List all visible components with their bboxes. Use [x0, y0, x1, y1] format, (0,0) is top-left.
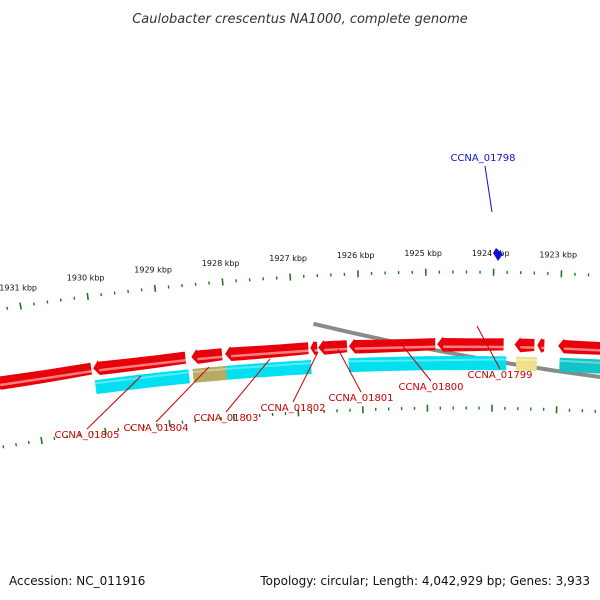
- gene-label[interactable]: CCNA_01805: [54, 430, 119, 441]
- major-tick: [153, 284, 157, 292]
- tick-label: 1926 kbp: [337, 251, 375, 260]
- tick-label: 1925 kbp: [404, 249, 442, 258]
- forward-gene-shade: [563, 347, 600, 352]
- forward-gene-shade: [0, 369, 92, 387]
- gene-track: [0, 248, 600, 395]
- reverse-feature: [226, 360, 312, 380]
- forward-gene-shade: [99, 359, 186, 372]
- forward-gene-shade: [324, 347, 348, 352]
- reverse-feature-shade: [348, 358, 507, 363]
- major-tick: [232, 413, 236, 421]
- tick-label: 1927 kbp: [269, 254, 307, 263]
- reverse-feature-shade: [559, 359, 600, 364]
- minor-tick: [2, 445, 5, 449]
- gene-label[interactable]: CCNA_01799: [467, 370, 532, 381]
- genome-stats-text: Topology: circular; Length: 4,042,929 bp…: [260, 574, 590, 588]
- reverse-feature: [94, 369, 190, 395]
- gene-label[interactable]: CCNA_01802: [260, 403, 325, 414]
- reverse-feature: [559, 357, 600, 374]
- reverse-feature: [192, 365, 228, 383]
- callout-line: [86, 375, 142, 430]
- forward-gene: [310, 340, 318, 356]
- tick-label: 1930 kbp: [67, 274, 105, 283]
- forward-gene: [348, 338, 436, 354]
- tick-label: 1924 kbp: [472, 249, 510, 258]
- callout-line: [484, 165, 493, 213]
- forward-gene: [514, 337, 535, 353]
- reverse-feature: [348, 356, 507, 373]
- forward-gene-shade: [230, 349, 309, 358]
- callout-line: [155, 366, 210, 423]
- forward-gene: [558, 338, 600, 355]
- forward-gene: [437, 336, 504, 352]
- map-title: Caulobacter crescentus NA1000, complete …: [132, 12, 468, 27]
- tick-label: 1923 kbp: [539, 251, 577, 260]
- tick-label: 1929 kbp: [134, 265, 172, 274]
- tick-label: 1928 kbp: [202, 259, 240, 268]
- callout-line: [476, 325, 501, 370]
- gene-label[interactable]: CCNA_01804: [123, 423, 188, 434]
- callout-line: [397, 339, 432, 382]
- major-tick: [19, 302, 22, 310]
- reverse-feature-shade: [226, 362, 312, 370]
- gene-label[interactable]: CCNA_01800: [398, 382, 463, 393]
- forward-gene: [537, 337, 545, 353]
- gene-label[interactable]: CCNA_01803: [193, 413, 258, 424]
- reverse-feature-shade: [192, 367, 227, 373]
- major-tick: [221, 278, 224, 286]
- major-tick: [168, 420, 171, 428]
- outer-scale-ring: [6, 268, 590, 310]
- forward-gene-shade: [354, 345, 436, 350]
- highlighted-gene-marker: [493, 248, 503, 261]
- forward-gene: [0, 362, 92, 390]
- gene-label[interactable]: CCNA_01798: [450, 153, 515, 164]
- tick-label: 1931 kbp: [0, 283, 37, 292]
- gene-callouts: CCNA_01805 CCNA_01804 CCNA_01803CCNA_01802…: [54, 153, 532, 441]
- major-tick: [86, 292, 89, 301]
- major-tick: [40, 436, 43, 445]
- major-tick: [104, 427, 107, 435]
- callout-line: [225, 358, 271, 413]
- inner-scale-ring: [2, 404, 597, 449]
- forward-gene-shade: [197, 355, 223, 361]
- callout-line: [292, 351, 319, 403]
- reverse-feature: [515, 356, 537, 372]
- reverse-feature-shade: [95, 371, 189, 385]
- scale-tick-labels: 1931 kbp 1930 kbp 1929 kbp 1928 kbp 1927 kbp…: [0, 249, 577, 292]
- gene-label[interactable]: CCNA_01801: [328, 393, 393, 404]
- accession-text: Accession: NC_011916: [9, 574, 146, 588]
- callout-line: [337, 348, 362, 393]
- forward-gene: [318, 339, 348, 355]
